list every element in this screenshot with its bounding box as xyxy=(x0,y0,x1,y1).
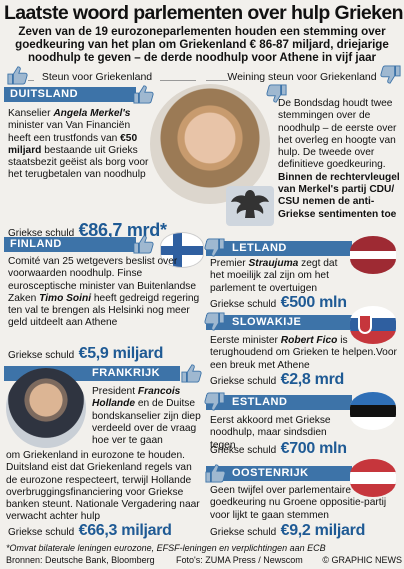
latvia-debt: Griekse schuld €500 mln xyxy=(210,294,347,311)
photo-credit: Foto's: ZUMA Press / Newscom xyxy=(176,555,303,565)
thumbs-down-icon xyxy=(204,312,226,332)
slovakia-text: Eerste minister Robert Fico is terughoud… xyxy=(210,335,397,371)
thumbs-up-icon xyxy=(180,363,202,383)
finland-text: Comité van 25 wetgevers beslist over voo… xyxy=(8,256,200,329)
thumbs-up-icon xyxy=(132,234,154,254)
finland-debt: Griekse schuld €5,9 miljard xyxy=(8,345,164,362)
section-austria: OOSTENRIJK xyxy=(206,466,352,481)
section-estonia: ESTLAND xyxy=(206,395,352,410)
hollande-photo xyxy=(6,368,86,448)
divider xyxy=(160,80,196,81)
sources: Bronnen: Deutsche Bank, Bloomberg xyxy=(6,555,155,565)
austria-text: Geen twijfel over parlementaire goedkeur… xyxy=(210,485,387,521)
footnote: *Omvat bilaterale leningen eurozone, EFS… xyxy=(6,543,326,553)
germany-text-right: De Bondsdag houdt twee stemmingen over d… xyxy=(278,98,400,220)
section-latvia: LETLAND xyxy=(206,241,352,256)
france-debt: Griekse schuld €66,3 miljard xyxy=(8,522,172,539)
section-slovakia: SLOWAKIJE xyxy=(206,315,352,330)
copyright: © GRAPHIC NEWS xyxy=(322,555,402,565)
thumbs-down-icon xyxy=(204,238,226,258)
thumbs-up-icon xyxy=(132,84,154,104)
subtitle: Zeven van de 19 eurozoneparlementen houd… xyxy=(15,25,389,65)
column-header-less-support: Weining steun voor Griekenland xyxy=(227,71,377,83)
germany-debt: Griekse schuld €86,7 mrd* xyxy=(8,220,167,240)
thumbs-down-icon xyxy=(204,392,226,412)
page-title: Laatste woord parlementen over hulp Grie… xyxy=(4,2,404,24)
latvia-text: Premier Straujuma zegt dat het moeilijk … xyxy=(210,258,338,294)
thumbs-up-icon xyxy=(6,65,28,85)
divider xyxy=(28,80,34,81)
thumbs-down-icon xyxy=(380,65,402,85)
estonia-debt: Griekse schuld €700 mln xyxy=(210,440,347,457)
estonia-text: Eerst akkoord met Griekse noodhulp, maar… xyxy=(210,415,331,451)
finland-flag xyxy=(160,232,204,268)
column-header-support: Steun voor Griekenland xyxy=(41,71,153,83)
section-finland: FINLAND xyxy=(4,237,136,252)
france-text-right: President Francois Hollande en de Duitse… xyxy=(92,386,201,447)
divider xyxy=(206,80,228,81)
merkel-photo xyxy=(150,84,270,204)
section-germany: DUITSLAND xyxy=(4,87,136,102)
bundestag-eagle-icon xyxy=(226,186,274,226)
germany-text: Kanselier Angela Merkel's minister van V… xyxy=(8,108,149,181)
austria-debt: Griekse schuld €9,2 miljard xyxy=(210,522,366,539)
slovakia-debt: Griekse schuld €2,8 mrd xyxy=(210,371,345,388)
thumbs-down-icon xyxy=(266,84,288,104)
slovakia-flag xyxy=(350,306,396,344)
estonia-flag xyxy=(350,392,396,430)
latvia-flag xyxy=(350,236,396,274)
thumbs-up-icon xyxy=(204,463,226,483)
austria-flag xyxy=(350,459,396,497)
france-text: om Griekenland in eurozone te houden. Du… xyxy=(6,450,200,523)
